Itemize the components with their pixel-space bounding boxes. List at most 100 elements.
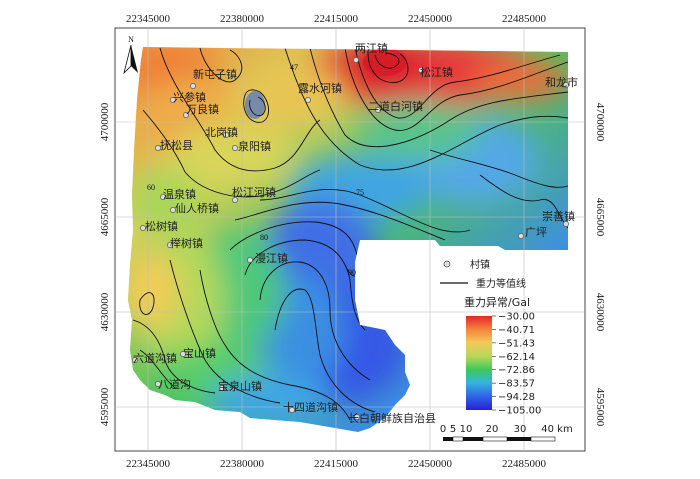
town-marker-icon	[170, 207, 176, 213]
town-marker-icon	[140, 225, 146, 231]
colorbar-ticks: −30.00 −40.71 −51.43 −62.14 −72.86 −83.57 −94.…	[492, 312, 541, 417]
x-tick-label: 22485000	[502, 13, 547, 25]
x-tick-label: 22345000	[126, 13, 171, 25]
town-label: 榉树镇	[170, 236, 203, 250]
town-label: 松树镇	[145, 219, 178, 233]
town-label: 崇善镇	[542, 209, 575, 223]
y-tick-label: 4700000	[99, 102, 111, 141]
town-marker-icon	[563, 221, 569, 227]
x-tick-labels-top: 22345000 22380000 22415000 22450000 2248…	[126, 13, 547, 25]
y-tick-label: 4665000	[594, 198, 606, 237]
town-marker-icon	[232, 145, 238, 151]
village-marker-icon	[443, 260, 451, 268]
town-marker-icon	[155, 381, 161, 387]
town-label: 两江镇	[355, 41, 388, 55]
town-marker-icon	[167, 242, 173, 248]
town-label: 温泉镇	[163, 187, 196, 201]
town-label: 漫江镇	[255, 251, 288, 265]
town-label: 宝泉山镇	[218, 379, 262, 393]
town-marker-icon	[289, 407, 295, 413]
town-marker-icon	[219, 385, 225, 391]
town-label: 泉阳镇	[238, 139, 271, 153]
x-tick-label: 22415000	[314, 13, 359, 25]
contour-labels: 47 75 90 80 60	[147, 63, 364, 277]
town-marker-icon	[247, 257, 253, 263]
x-tick-label: 22380000	[220, 458, 265, 470]
y-tick-label: 4595000	[594, 388, 606, 427]
y-tick-labels-right: 4700000 4665000 4630000 4595000	[594, 103, 606, 427]
contour-label: 80	[260, 233, 268, 242]
grid-lines	[115, 28, 585, 451]
colorbar-tick-label: −83.57	[498, 379, 535, 390]
scale-bar: 0 5 10 20 30 40 km	[440, 424, 573, 442]
x-tick-label: 22450000	[408, 458, 453, 470]
town-marker-icon	[305, 97, 311, 103]
town-label: 二道白河镇	[368, 99, 423, 113]
contour-label: 60	[147, 183, 155, 192]
town-label: 仙人桥镇	[175, 201, 219, 215]
contour-label: 90	[348, 268, 356, 277]
legend-title: 重力异常/Gal	[464, 295, 530, 309]
colorbar	[466, 316, 492, 410]
town-marker-icon	[418, 67, 424, 73]
town-marker-icon	[160, 194, 166, 200]
colorbar-tick-label: −30.00	[498, 312, 535, 323]
y-tick-label: 4630000	[99, 292, 111, 331]
town-marker-icon	[132, 357, 138, 363]
town-label: 六道沟镇	[133, 351, 177, 365]
town-label: 新屯子镇	[193, 67, 237, 81]
town-marker-icon	[375, 107, 381, 113]
town-marker-icon	[155, 145, 161, 151]
y-tick-labels-left: 4700000 4665000 4630000 4595000	[99, 102, 111, 426]
town-marker-icon	[183, 112, 189, 118]
scale-tick: 0	[440, 424, 446, 435]
legend: 村镇 重力等值线 重力异常/Gal −30.00 −40.71 −51.43 −62.…	[440, 258, 541, 417]
town-label: 露水河镇	[298, 81, 342, 95]
town-marker-icon	[170, 97, 176, 103]
town-label: 北岗镇	[205, 125, 238, 139]
town-label: 长白朝鲜族自治县	[348, 411, 436, 425]
colorbar-tick-label: −105.00	[498, 406, 541, 417]
colorbar-tick-label: −94.28	[498, 392, 535, 403]
town-marker-icon	[232, 197, 238, 203]
town-label: 八道沟	[158, 377, 191, 391]
x-tick-label: 22485000	[502, 458, 547, 470]
north-arrow-icon-half	[123, 44, 132, 75]
north-arrow: N	[123, 35, 138, 75]
scale-tick: 10	[460, 424, 473, 435]
scale-tick: 5	[450, 424, 456, 435]
town-label: 广坪	[525, 226, 547, 239]
scale-tick: 40 km	[541, 424, 572, 435]
contour-label: 75	[356, 188, 364, 197]
legend-village-label: 村镇	[470, 258, 490, 271]
town-marker-icon	[518, 233, 524, 239]
gravity-field	[128, 47, 568, 432]
scale-tick: 30	[514, 424, 527, 435]
x-tick-label: 22345000	[126, 458, 171, 470]
y-tick-label: 4700000	[594, 103, 606, 142]
town-label: 和龙市	[545, 75, 578, 89]
town-marker-icon	[563, 82, 569, 88]
town-marker-icon	[180, 351, 186, 357]
north-arrow-icon	[131, 45, 138, 73]
town-label: 兴参镇	[173, 90, 206, 104]
x-tick-label: 22380000	[220, 13, 265, 25]
x-tick-label: 22450000	[408, 13, 453, 25]
town-marker-icon	[190, 83, 196, 89]
scale-tick: 20	[486, 424, 499, 435]
north-label: N	[128, 35, 134, 44]
town-label: 万良镇	[186, 102, 219, 116]
town-marker-icon	[353, 57, 359, 63]
town-label: 抚松县	[160, 138, 193, 152]
colorbar-tick-label: −62.14	[498, 352, 535, 363]
town-marker-icon	[223, 132, 229, 138]
gravity-contours	[132, 47, 568, 421]
x-tick-labels-bottom: 22345000 22380000 22415000 22450000 2248…	[126, 458, 547, 470]
legend-isoline-label: 重力等值线	[476, 277, 526, 290]
colorbar-tick-label: −51.43	[498, 338, 535, 349]
y-tick-label: 4630000	[594, 293, 606, 332]
colorbar-tick-label: −40.71	[498, 325, 535, 336]
y-tick-label: 4665000	[99, 197, 111, 236]
